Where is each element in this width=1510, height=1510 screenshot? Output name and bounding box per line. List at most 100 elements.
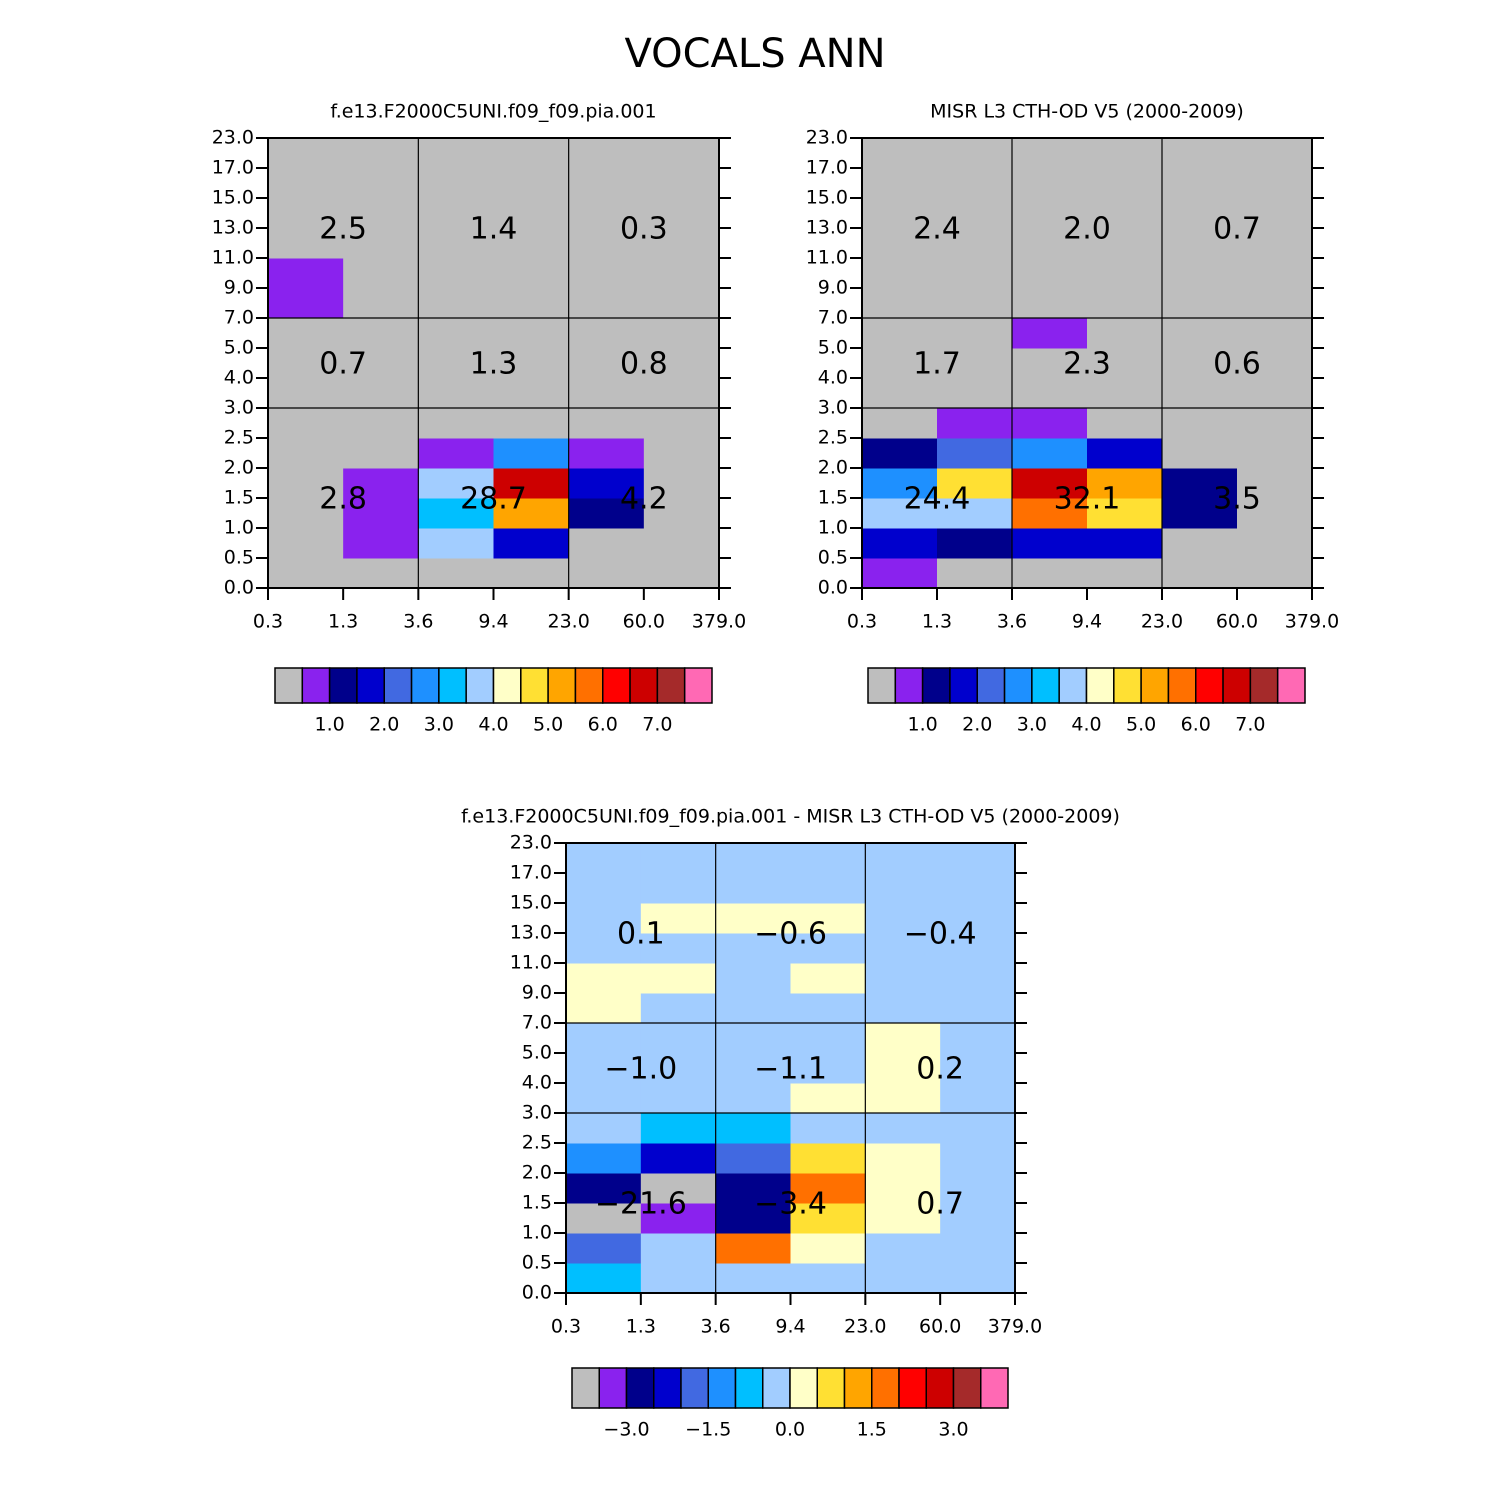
colorbar-box xyxy=(1195,667,1224,704)
y-tick-label: 3.0 xyxy=(224,397,254,419)
colorbar-box xyxy=(952,1367,982,1409)
y-tick-label: 1.0 xyxy=(818,517,848,539)
colorbar-box xyxy=(867,667,897,704)
y-tick-label: 3.0 xyxy=(522,1102,552,1124)
summary-value: 2.5 xyxy=(319,212,367,247)
cell xyxy=(1162,138,1238,169)
cell xyxy=(568,198,645,229)
cell xyxy=(418,168,494,199)
cell xyxy=(1162,378,1238,409)
cell xyxy=(1237,168,1313,199)
cell xyxy=(790,1143,866,1174)
cell xyxy=(1087,258,1163,289)
cell xyxy=(862,498,938,529)
colorbar-label: 7.0 xyxy=(1235,714,1265,736)
cell xyxy=(1087,438,1163,469)
cell xyxy=(640,1203,717,1234)
cell xyxy=(640,1083,717,1114)
cell xyxy=(643,168,720,199)
summary-value: −3.4 xyxy=(754,1187,827,1222)
cell xyxy=(937,438,1013,469)
colorbar-box xyxy=(465,667,495,704)
cell xyxy=(1087,528,1163,559)
cell xyxy=(715,843,791,874)
cell xyxy=(566,903,642,934)
cell xyxy=(865,1143,941,1174)
cell xyxy=(640,993,717,1024)
cell xyxy=(937,198,1013,229)
cell xyxy=(268,288,344,319)
cell xyxy=(937,468,1013,499)
cell xyxy=(937,138,1013,169)
colorbar-box xyxy=(976,667,1006,704)
cell xyxy=(1237,498,1313,529)
cell xyxy=(1162,198,1238,229)
x-tick-label: 379.0 xyxy=(988,1316,1042,1338)
cell xyxy=(1087,558,1163,589)
cell xyxy=(568,498,645,529)
cell xyxy=(1012,288,1088,319)
y-tick-label: 4.0 xyxy=(224,367,254,389)
cell xyxy=(790,1203,866,1234)
y-tick-label: 3.0 xyxy=(818,397,848,419)
cell xyxy=(1087,318,1163,349)
cell xyxy=(715,933,791,964)
y-tick-label: 0.5 xyxy=(224,547,254,569)
cell xyxy=(865,963,941,994)
cell xyxy=(937,498,1013,529)
colorbar-label: 2.0 xyxy=(369,714,399,736)
y-tick-label: 2.5 xyxy=(224,427,254,449)
y-tick-label: 9.0 xyxy=(818,277,848,299)
colorbar-box xyxy=(734,1367,764,1409)
y-tick-label: 13.0 xyxy=(212,217,254,239)
summary-value: 32.1 xyxy=(1054,482,1121,517)
cell xyxy=(568,378,645,409)
cell xyxy=(862,198,938,229)
cell xyxy=(1237,528,1313,559)
cell xyxy=(418,288,494,319)
x-tick-label: 9.4 xyxy=(775,1316,805,1338)
cell xyxy=(493,168,570,199)
cell xyxy=(640,843,717,874)
cell xyxy=(1087,198,1163,229)
cell xyxy=(715,1113,791,1144)
cell xyxy=(640,933,717,964)
cell xyxy=(566,1263,642,1294)
cell xyxy=(343,468,419,499)
cell xyxy=(937,318,1013,349)
colorbar-label: 4.0 xyxy=(1071,714,1101,736)
cell xyxy=(418,258,494,289)
summary-value: 0.6 xyxy=(1213,347,1261,382)
x-tick-label: 3.6 xyxy=(403,611,433,633)
summary-value: 4.2 xyxy=(620,482,668,517)
summary-value: −1.0 xyxy=(604,1052,677,1087)
colorbar-label: 7.0 xyxy=(642,714,672,736)
cell xyxy=(862,528,938,559)
cell xyxy=(940,1263,1016,1294)
y-tick-label: 0.0 xyxy=(522,1282,552,1304)
y-tick-label: 2.0 xyxy=(818,457,848,479)
colorbar-box xyxy=(1276,667,1306,704)
summary-value: −21.6 xyxy=(595,1187,687,1222)
cell xyxy=(940,1173,1016,1204)
cell xyxy=(568,438,645,469)
cell xyxy=(268,258,344,289)
y-tick-label: 0.0 xyxy=(224,577,254,599)
cell xyxy=(418,318,494,349)
y-tick-label: 23.0 xyxy=(510,832,552,854)
colorbar-box xyxy=(816,1367,846,1409)
cell xyxy=(865,1173,941,1204)
x-tick-label: 3.6 xyxy=(997,611,1027,633)
colorbar-label: −3.0 xyxy=(603,1419,649,1441)
cell xyxy=(940,963,1016,994)
x-tick-label: 0.3 xyxy=(253,611,283,633)
cell xyxy=(1012,558,1088,589)
colorbar-box xyxy=(274,667,304,704)
cell xyxy=(343,168,419,199)
cell xyxy=(862,138,938,169)
colorbar-box xyxy=(328,667,358,704)
y-tick-label: 4.0 xyxy=(818,367,848,389)
cell xyxy=(865,1023,941,1054)
cell xyxy=(862,468,938,499)
cell xyxy=(937,288,1013,319)
